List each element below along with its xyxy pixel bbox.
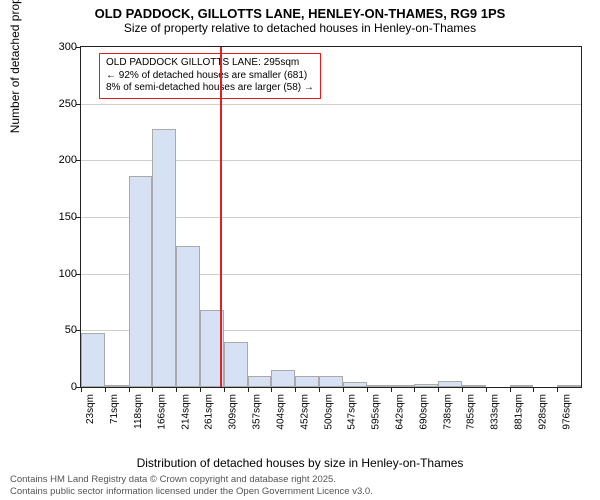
x-tick-label: 738sqm: [442, 394, 453, 430]
x-tick-mark: [105, 387, 106, 392]
y-tick-label: 100: [37, 268, 77, 280]
x-tick-label: 690sqm: [418, 394, 429, 430]
x-tick-mark: [462, 387, 463, 392]
x-tick-mark: [391, 387, 392, 392]
histogram-bar: [391, 385, 415, 387]
x-tick-label: 928sqm: [537, 394, 548, 430]
x-tick-mark: [176, 387, 177, 392]
credit-line: Contains HM Land Registry data © Crown c…: [10, 474, 590, 485]
x-tick-label: 976sqm: [561, 394, 572, 430]
annotation-box: OLD PADDOCK GILLOTTS LANE: 295sqm ← 92% …: [99, 53, 321, 99]
x-tick-mark: [319, 387, 320, 392]
x-tick-label: 881sqm: [514, 394, 525, 430]
histogram-bar: [295, 376, 319, 387]
chart-container: OLD PADDOCK, GILLOTTS LANE, HENLEY-ON-TH…: [0, 0, 600, 500]
x-tick-mark: [438, 387, 439, 392]
chart-subtitle: Size of property relative to detached ho…: [0, 21, 600, 39]
histogram-bar: [271, 370, 295, 387]
x-tick-mark: [367, 387, 368, 392]
x-tick-label: 309sqm: [228, 394, 239, 430]
x-axis-label: Distribution of detached houses by size …: [0, 456, 600, 470]
histogram-bar: [105, 385, 129, 387]
annotation-line: ← 92% of detached houses are smaller (68…: [106, 70, 314, 83]
histogram-bar: [343, 382, 367, 387]
x-tick-mark: [510, 387, 511, 392]
x-tick-label: 547sqm: [347, 394, 358, 430]
chart-wrapper: OLD PADDOCK GILLOTTS LANE: 295sqm ← 92% …: [50, 46, 580, 426]
histogram-bar: [319, 376, 343, 387]
annotation-line: OLD PADDOCK GILLOTTS LANE: 295sqm: [106, 57, 314, 70]
annotation-line: 8% of semi-detached houses are larger (5…: [106, 82, 314, 95]
histogram-bar: [224, 342, 248, 387]
x-tick-mark: [343, 387, 344, 392]
y-tick-label: 0: [37, 381, 77, 393]
x-tick-label: 500sqm: [323, 394, 334, 430]
histogram-bar: [248, 376, 272, 387]
plot-area: OLD PADDOCK GILLOTTS LANE: 295sqm ← 92% …: [80, 46, 582, 388]
x-tick-label: 23sqm: [85, 394, 96, 424]
x-tick-label: 166sqm: [156, 394, 167, 430]
x-tick-label: 452sqm: [299, 394, 310, 430]
x-tick-mark: [224, 387, 225, 392]
x-tick-mark: [557, 387, 558, 392]
y-tick-label: 150: [37, 211, 77, 223]
histogram-bar: [462, 385, 486, 387]
x-tick-mark: [295, 387, 296, 392]
histogram-bar: [557, 385, 581, 387]
x-tick-label: 642sqm: [395, 394, 406, 430]
x-tick-label: 404sqm: [275, 394, 286, 430]
chart-title: OLD PADDOCK, GILLOTTS LANE, HENLEY-ON-TH…: [0, 0, 600, 21]
histogram-bar: [152, 129, 176, 387]
x-tick-mark: [81, 387, 82, 392]
y-tick-label: 200: [37, 154, 77, 166]
x-tick-mark: [248, 387, 249, 392]
y-axis-label: Number of detached properties: [8, 0, 22, 133]
histogram-bar: [129, 176, 153, 387]
x-tick-mark: [486, 387, 487, 392]
x-tick-mark: [129, 387, 130, 392]
x-tick-label: 118sqm: [133, 394, 144, 429]
histogram-bar: [176, 246, 200, 387]
credit-line: Contains public sector information licen…: [10, 486, 590, 497]
x-tick-mark: [533, 387, 534, 392]
x-tick-mark: [152, 387, 153, 392]
x-tick-mark: [200, 387, 201, 392]
y-tick-label: 300: [37, 41, 77, 53]
histogram-bar: [414, 384, 438, 387]
x-tick-label: 261sqm: [204, 394, 215, 430]
histogram-bar: [81, 333, 105, 387]
marker-line: [220, 47, 222, 387]
x-tick-label: 357sqm: [252, 394, 263, 430]
x-tick-mark: [271, 387, 272, 392]
gridline: [81, 104, 581, 105]
histogram-bar: [367, 385, 391, 387]
y-tick-label: 50: [37, 324, 77, 336]
x-tick-label: 785sqm: [466, 394, 477, 430]
x-tick-mark: [414, 387, 415, 392]
histogram-bar: [438, 381, 462, 387]
y-tick-label: 250: [37, 98, 77, 110]
histogram-bar: [510, 385, 534, 387]
x-tick-label: 833sqm: [490, 394, 501, 430]
x-tick-label: 595sqm: [371, 394, 382, 430]
x-tick-label: 214sqm: [180, 394, 191, 430]
x-tick-label: 71sqm: [109, 394, 120, 424]
